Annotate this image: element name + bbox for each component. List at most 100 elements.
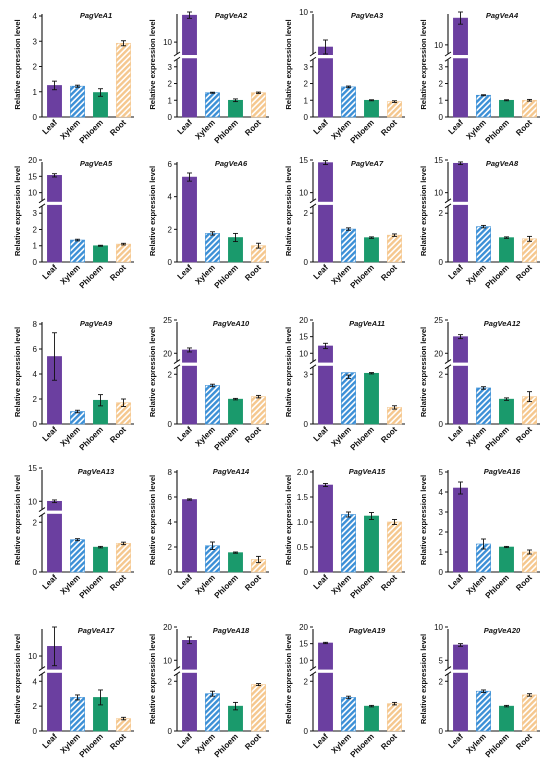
bar-break-gap xyxy=(452,201,469,205)
bar-leaf xyxy=(453,17,468,118)
y-tick-label: 2 xyxy=(33,518,38,527)
x-tick-label: Leaf xyxy=(41,425,59,443)
bar-root xyxy=(116,543,131,573)
y-tick-label: 2 xyxy=(304,677,309,686)
y-tick-label: 2 xyxy=(439,528,444,537)
y-tick-label: 0 xyxy=(33,727,38,736)
bar-root xyxy=(387,521,402,573)
x-tick-label: Phloem xyxy=(349,573,376,600)
x-tick-label: Root xyxy=(514,425,534,445)
bar-phloem xyxy=(499,398,514,425)
x-tick-label: Root xyxy=(379,732,399,752)
bar-xylem xyxy=(476,226,491,263)
y-axis-label: Relative expression level xyxy=(148,166,157,256)
chart-panel-PagVeA3: Relative expression level PagVeA3 0 1 2 3 10 Le… xyxy=(284,8,405,145)
axis-break-mark xyxy=(444,56,452,62)
x-tick-label: Phloem xyxy=(349,732,376,759)
chart-title: PagVeA8 xyxy=(486,159,519,168)
x-tick-label: Leaf xyxy=(447,263,465,281)
y-tick-label: 0 xyxy=(304,727,309,736)
y-tick-label: 20 xyxy=(434,349,443,358)
y-tick-label: 4 xyxy=(168,518,173,527)
y-tick-label: 20 xyxy=(28,156,37,165)
y-axis-label: Relative expression level xyxy=(13,327,22,417)
bar-root xyxy=(387,234,402,263)
y-tick-label: 4 xyxy=(33,370,38,379)
chart-panel-PagVeA11: Relative expression level PagVeA11 0 3 10 15 2… xyxy=(284,316,405,452)
y-tick-label: 6 xyxy=(168,493,173,502)
y-tick-label: 0 xyxy=(304,420,309,429)
axis-break-mark xyxy=(38,198,46,204)
chart-title: PagVeA12 xyxy=(484,319,521,328)
y-tick-label: 0 xyxy=(304,568,309,577)
x-tick-label: Phloem xyxy=(484,263,511,290)
x-tick-label: Root xyxy=(514,732,534,752)
bar-root xyxy=(116,718,131,732)
axis-break-mark xyxy=(444,203,452,209)
y-axis-label: Relative expression level xyxy=(419,634,428,724)
x-tick-label: Root xyxy=(379,425,399,445)
axis-break-mark xyxy=(173,359,181,365)
x-tick-label: Phloem xyxy=(349,263,376,290)
chart-title: PagVeA15 xyxy=(349,467,386,476)
y-tick-label: 0 xyxy=(168,727,173,736)
y-axis-label: Relative expression level xyxy=(419,327,428,417)
chart-title: PagVeA17 xyxy=(78,626,115,635)
axis-break-mark xyxy=(38,203,46,209)
y-tick-label: 3 xyxy=(33,37,38,46)
y-tick-label: 2 xyxy=(168,370,173,379)
bar-xylem xyxy=(70,539,85,573)
y-axis-label: Relative expression level xyxy=(284,166,293,256)
y-axis-label: Relative expression level xyxy=(148,475,157,565)
y-tick-label: 10 xyxy=(163,656,172,665)
y-axis-label: Relative expression level xyxy=(148,634,157,724)
y-axis-label: Relative expression level xyxy=(284,327,293,417)
x-tick-label: Leaf xyxy=(447,118,465,136)
y-tick-label: 1 xyxy=(439,548,444,557)
y-tick-label: 15 xyxy=(299,156,308,165)
y-tick-label: 2 xyxy=(168,80,173,89)
y-tick-label: 10 xyxy=(28,189,37,198)
x-tick-label: Phloem xyxy=(349,118,376,145)
chart-panel-PagVeA15: Relative expression level PagVeA15 0 0.5 1.0… xyxy=(284,467,405,600)
y-tick-label: 3 xyxy=(168,63,173,72)
x-tick-label: Leaf xyxy=(312,263,330,281)
bar-phloem xyxy=(93,245,108,263)
chart-title: PagVeA6 xyxy=(215,159,248,168)
x-tick-label: Root xyxy=(514,118,534,138)
x-tick-label: Phloem xyxy=(484,425,511,452)
x-tick-label: Root xyxy=(243,732,263,752)
x-tick-label: Leaf xyxy=(41,732,59,750)
y-axis-label: Relative expression level xyxy=(284,634,293,724)
bar-xylem xyxy=(476,94,491,118)
x-tick-label: Phloem xyxy=(484,573,511,600)
bar-root xyxy=(387,407,402,425)
bar-root xyxy=(116,243,131,263)
y-tick-label: 10 xyxy=(163,38,172,47)
bar-break-gap xyxy=(452,55,469,59)
axis-break-mark xyxy=(38,671,46,677)
chart-title: PagVeA18 xyxy=(213,626,250,635)
x-tick-label: Phloem xyxy=(213,573,240,600)
chart-panel-PagVeA9: Relative expression level PagVeA9 0 2 4 6 8 Lea… xyxy=(13,319,134,452)
axis-break-mark xyxy=(444,51,452,57)
chart-panel-PagVeA20: Relative expression level PagVeA20 0 2 5 10 Le… xyxy=(419,623,540,759)
chart-panel-PagVeA18: Relative expression level PagVeA18 0 2 10 20 L… xyxy=(148,623,269,759)
y-tick-label: 4 xyxy=(33,677,38,686)
bar-xylem xyxy=(205,92,220,118)
y-tick-label: 5 xyxy=(439,656,444,665)
bar-root xyxy=(251,396,266,425)
x-tick-label: Phloem xyxy=(78,263,105,290)
axis-break-mark xyxy=(173,56,181,62)
x-tick-label: Leaf xyxy=(312,425,330,443)
bar-xylem xyxy=(70,85,85,118)
bar-phloem xyxy=(499,99,514,118)
chart-panel-PagVeA13: Relative expression level PagVeA13 0 2 10 15 L… xyxy=(13,464,134,600)
x-tick-label: Leaf xyxy=(176,732,194,750)
bar-xylem xyxy=(341,86,356,118)
y-tick-label: 3 xyxy=(304,63,309,72)
y-tick-label: 20 xyxy=(163,349,172,358)
chart-title: PagVeA13 xyxy=(78,467,115,476)
x-tick-label: Leaf xyxy=(447,732,465,750)
